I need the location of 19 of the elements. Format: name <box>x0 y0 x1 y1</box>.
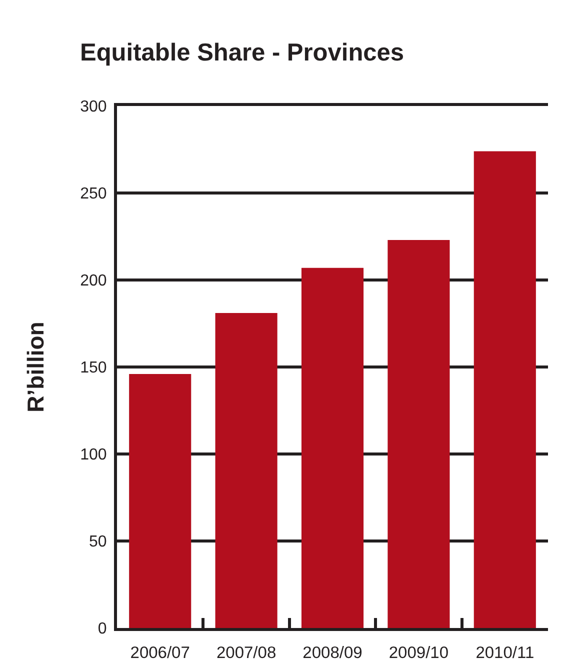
x-tick-label: 2009/10 <box>388 644 449 662</box>
x-tick-label: 2010/11 <box>476 644 534 662</box>
bar <box>129 374 192 628</box>
bar <box>215 313 278 628</box>
y-tick-label: 150 <box>80 360 107 377</box>
chart-title: Equitable Share - Provinces <box>80 40 404 67</box>
bar <box>301 268 364 628</box>
x-tick-label: 2006/07 <box>130 644 190 662</box>
x-tick-label: 2007/08 <box>216 644 276 662</box>
y-axis-title: R’billion <box>22 322 49 412</box>
y-tick-label: 50 <box>89 534 107 551</box>
bar <box>388 240 450 628</box>
y-tick-label: 0 <box>98 620 107 638</box>
y-tick-label: 250 <box>80 186 107 203</box>
y-tick-label: 100 <box>80 446 107 464</box>
bar <box>474 151 536 628</box>
y-tick-label: 300 <box>80 98 107 116</box>
x-tick-label: 2008/09 <box>302 644 362 662</box>
y-tick-label: 200 <box>80 272 107 290</box>
